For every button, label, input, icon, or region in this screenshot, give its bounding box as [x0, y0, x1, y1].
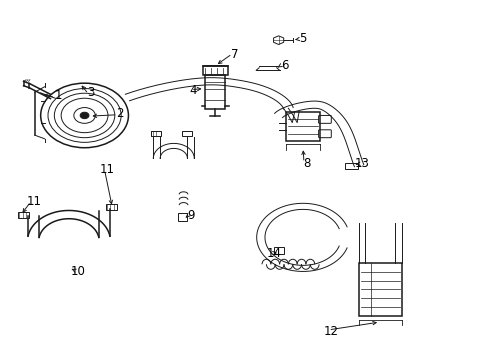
Text: 1: 1 — [54, 89, 62, 102]
Text: 13: 13 — [354, 157, 369, 170]
Bar — [182, 131, 191, 136]
Bar — [273, 247, 284, 253]
Text: 3: 3 — [87, 86, 94, 99]
Circle shape — [80, 112, 89, 119]
Text: 14: 14 — [265, 247, 281, 260]
Text: 11: 11 — [26, 195, 41, 208]
Text: 9: 9 — [187, 210, 194, 222]
Text: 4: 4 — [189, 84, 197, 97]
Text: 10: 10 — [70, 265, 85, 278]
Bar — [151, 131, 160, 136]
Bar — [205, 75, 224, 109]
Bar — [106, 204, 117, 210]
Bar — [286, 112, 319, 141]
Text: 2: 2 — [116, 107, 123, 120]
Text: 6: 6 — [280, 59, 287, 72]
Bar — [18, 212, 29, 218]
Text: 8: 8 — [303, 157, 310, 170]
Bar — [344, 163, 357, 169]
Text: 5: 5 — [299, 32, 306, 45]
Bar — [202, 67, 227, 75]
Bar — [177, 213, 187, 221]
Text: 7: 7 — [230, 48, 238, 61]
Text: 11: 11 — [99, 163, 114, 176]
Bar — [358, 263, 401, 316]
Text: 12: 12 — [323, 325, 338, 338]
